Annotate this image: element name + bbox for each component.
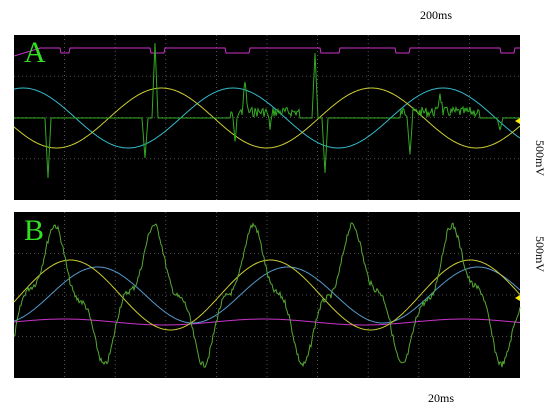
time-scale: 200ms: [420, 8, 452, 22]
trace-cyan: [13, 87, 521, 149]
traces: [13, 42, 521, 368]
time-scale: 20ms: [428, 391, 454, 405]
trace-yellow: [13, 87, 521, 149]
level-marker: [515, 118, 520, 124]
trace-magenta: [13, 47, 520, 57]
trace-magenta: [13, 318, 521, 326]
level-marker: [515, 295, 520, 301]
panel-label: A: [24, 36, 46, 69]
trace-yellow: [13, 259, 521, 331]
panel-label: B: [24, 214, 44, 247]
volt-scale: 500mV: [533, 236, 547, 272]
trace-green: [14, 42, 520, 179]
volt-scale: 500mV: [533, 140, 547, 176]
trace-green: [13, 222, 521, 368]
